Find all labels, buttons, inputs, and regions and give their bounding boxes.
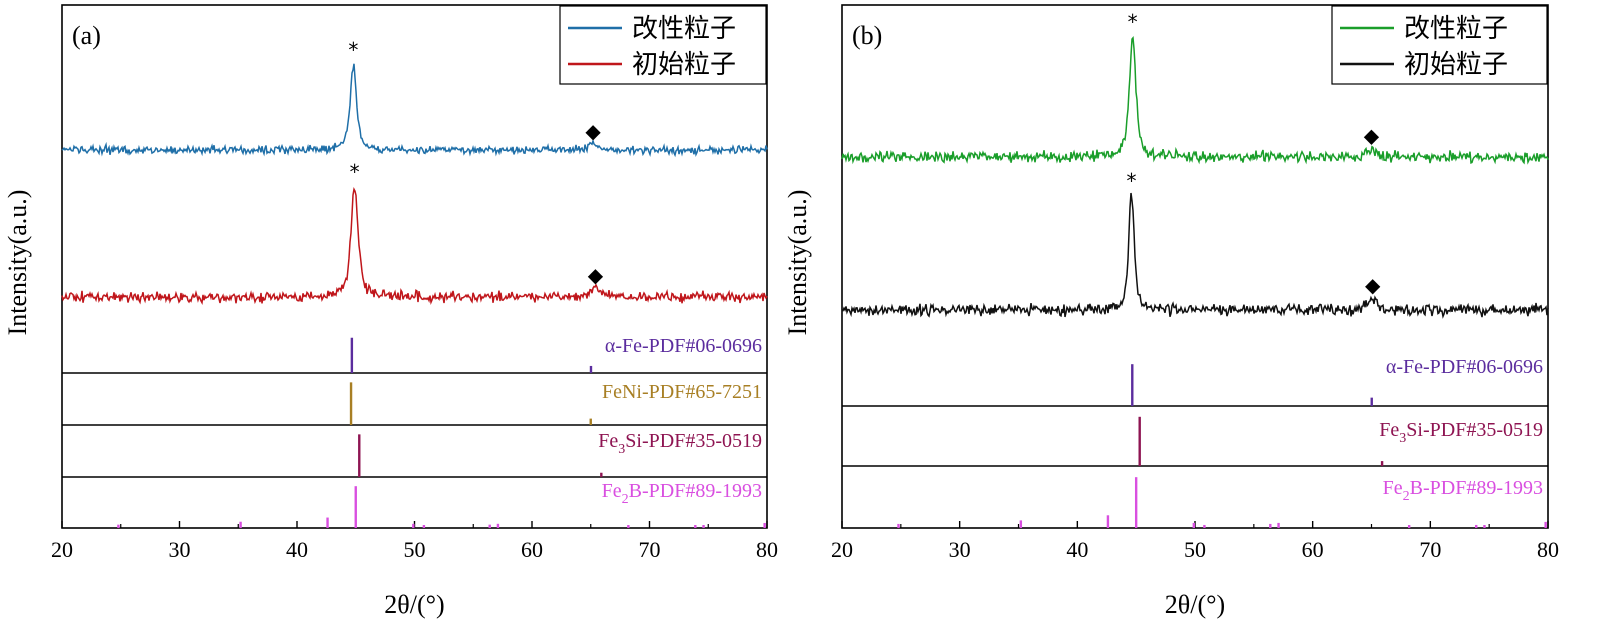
legend-box — [1331, 5, 1548, 85]
reference-label: FeNi-PDF#65-7251 — [602, 381, 762, 403]
legend-label: 改性粒子 — [1404, 14, 1508, 44]
x-tick-label: 80 — [756, 537, 778, 562]
reference-label: Fe2B-PDF#89-1993 — [602, 480, 762, 507]
x-tick-label: 70 — [1419, 537, 1441, 562]
series-line-modified — [841, 36, 1549, 165]
panel-label: (b) — [852, 21, 882, 50]
reference-label: α-Fe-PDF#06-0696 — [1386, 356, 1543, 378]
peak-marker-diamond: ◆ — [588, 263, 604, 287]
x-tick-label: 30 — [169, 537, 191, 562]
x-tick-label: 50 — [1184, 537, 1206, 562]
series-line-initial — [841, 192, 1549, 319]
x-tick-label: 50 — [404, 537, 426, 562]
reference-label: Fe2B-PDF#89-1993 — [1383, 477, 1543, 504]
y-axis-title: Intensity(a.u.) — [783, 190, 812, 336]
series-line-modified — [61, 63, 768, 158]
x-tick-label: 60 — [521, 537, 543, 562]
panel-label: (a) — [72, 21, 101, 50]
peak-marker-star: * — [1126, 169, 1136, 193]
series-line-initial — [61, 187, 768, 306]
x-axis-title: 2θ/(°) — [1165, 590, 1225, 619]
x-axis-title: 2θ/(°) — [384, 590, 444, 619]
legend-label: 初始粒子 — [1404, 50, 1508, 80]
x-tick-label: 20 — [831, 537, 853, 562]
peak-marker-diamond: ◆ — [1364, 124, 1380, 148]
legend-box — [559, 5, 767, 85]
x-tick-label: 40 — [1066, 537, 1088, 562]
legend-label: 改性粒子 — [632, 14, 736, 44]
x-tick-label: 30 — [949, 537, 971, 562]
peak-marker-star: * — [350, 160, 360, 184]
legend-label: 初始粒子 — [632, 50, 736, 80]
reference-label: α-Fe-PDF#06-0696 — [605, 335, 762, 357]
x-tick-label: 20 — [51, 537, 73, 562]
reference-label: Fe3Si-PDF#35-0519 — [1379, 419, 1543, 446]
panel-a: 20 30 40 50 60 70 80 2θ/(°) Intensity(a.u.) (a) * ◆… — [3, 4, 778, 619]
y-axis-title: Intensity(a.u.) — [3, 190, 32, 336]
peak-marker-star: * — [348, 38, 358, 62]
x-tick-label: 80 — [1537, 537, 1559, 562]
peak-marker-diamond: ◆ — [1365, 273, 1381, 297]
reference-label: Fe3Si-PDF#35-0519 — [598, 430, 762, 457]
panel-b: 20 30 40 50 60 70 80 2θ/(°) Intensity(a.u.) (b) * ◆… — [783, 4, 1559, 619]
x-tick-label: 40 — [286, 537, 308, 562]
x-tick-label: 70 — [639, 537, 661, 562]
peak-marker-star: * — [1128, 10, 1138, 34]
x-tick-label: 60 — [1302, 537, 1324, 562]
peak-marker-diamond: ◆ — [585, 119, 601, 143]
